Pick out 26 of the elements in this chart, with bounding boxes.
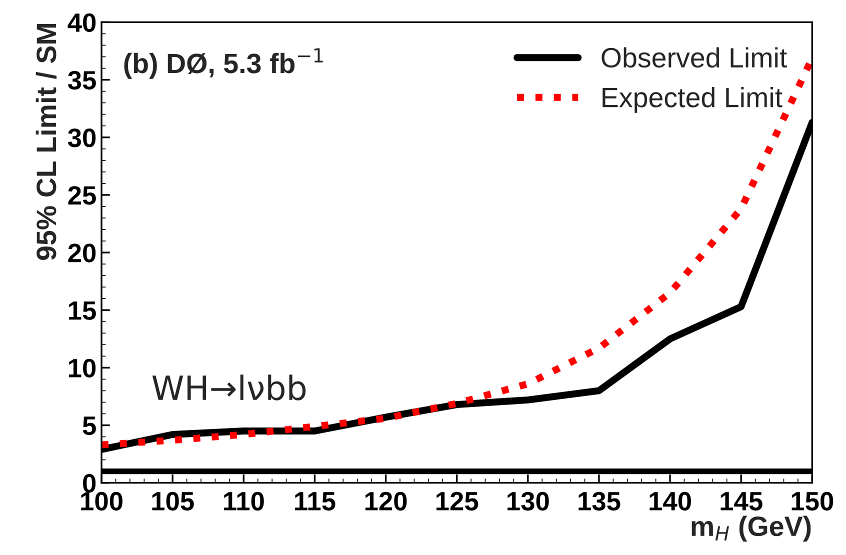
y-tick-label: 10	[68, 358, 96, 378]
y-tick-label: 15	[68, 302, 96, 320]
annotation: WH→lνbb	[152, 374, 306, 400]
x-tick-label: 120	[365, 492, 407, 511]
legend-label: Observed Limit	[602, 47, 787, 68]
y-tick-label: 5	[82, 416, 96, 436]
y-tick-label: 25	[68, 186, 96, 205]
x-tick-label: 140	[650, 492, 691, 511]
x-axis-title: m$_{H}$ (GeV)	[692, 516, 811, 542]
annotation: (b) DØ, 5.3 fb$^{−1}$	[124, 48, 323, 79]
y-tick-label: 20	[68, 244, 96, 262]
x-tick-label: 125	[436, 492, 478, 511]
x-tick-label: 110	[224, 492, 264, 511]
y-tick-label: 35	[68, 70, 96, 90]
x-tick-label: 100	[81, 492, 122, 511]
y-tick-label: 40	[68, 13, 96, 32]
x-tick-label: 130	[508, 492, 549, 511]
legend-label: Expected Limit	[602, 86, 782, 113]
y-tick-label: 30	[68, 128, 96, 148]
x-tick-label: 115	[295, 492, 336, 511]
x-tick-label: 105	[152, 492, 194, 511]
y-tick-label: 0	[83, 474, 96, 493]
x-tick-label: 150	[792, 492, 834, 511]
x-tick-label: 135	[578, 492, 620, 511]
y-axis-title: 95% CL Limit / SM	[36, 24, 57, 260]
x-tick-label: 145	[720, 492, 762, 511]
